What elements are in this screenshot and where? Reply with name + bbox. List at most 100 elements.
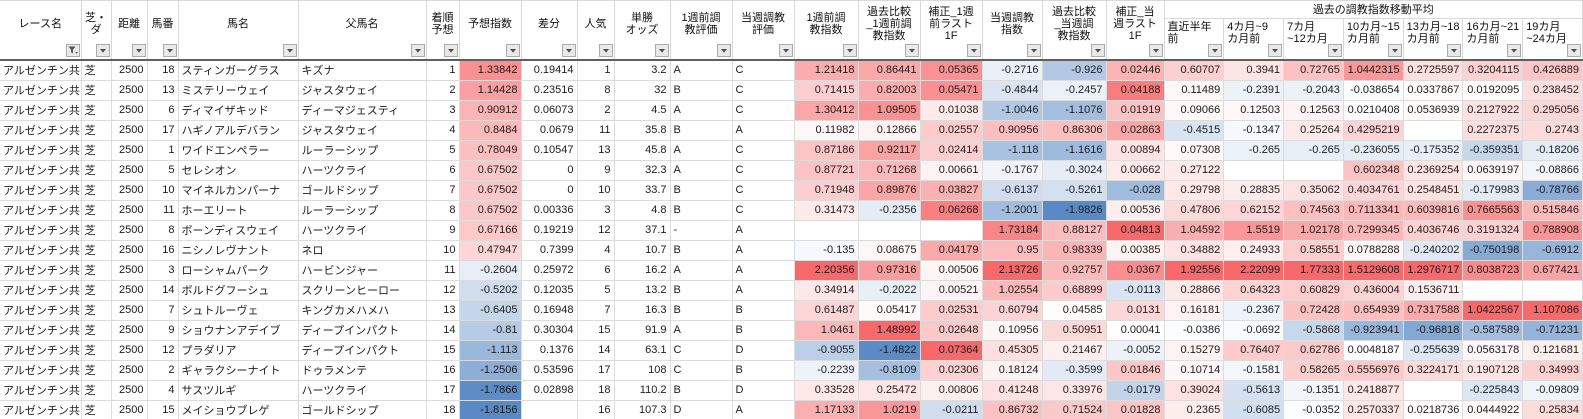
cell-corrected-1week-last1f[interactable]: -0.0211 — [920, 400, 983, 419]
filter-button-corrected-this-week-last1f[interactable] — [1148, 44, 1163, 57]
cell-ma-10-15-months[interactable]: 0.0048187 — [1343, 340, 1404, 361]
cell-ma-4-9-months[interactable]: 2.22099 — [1223, 260, 1285, 281]
cell-ma-4-9-months[interactable]: -0.1581 — [1223, 360, 1285, 381]
cell-ma-19-24-months[interactable]: -0.78766 — [1522, 180, 1583, 201]
cell-corrected-this-week-last1f[interactable]: -0.0113 — [1106, 280, 1165, 301]
filter-button-sire-name[interactable] — [410, 44, 425, 57]
cell-index-this-week[interactable]: 1.73184 — [982, 220, 1043, 241]
cell-index-this-week[interactable]: 0.45305 — [982, 340, 1043, 361]
cell-eval-1week-before[interactable]: A — [670, 60, 733, 81]
cell-corrected-this-week-last1f[interactable]: 0.00536 — [1106, 200, 1165, 221]
cell-past-compare-this-week[interactable]: 0.21467 — [1042, 340, 1107, 361]
cell-ma-4-9-months[interactable]: -0.6085 — [1223, 400, 1285, 419]
cell-difference[interactable]: 0.00336 — [521, 200, 578, 221]
filter-button-ma-10-15-months[interactable] — [1387, 44, 1402, 57]
cell-ma-recent-half-year[interactable]: 0.47806 — [1164, 200, 1225, 221]
cell-predicted-index[interactable]: 0.78049 — [459, 140, 522, 161]
cell-win-odds[interactable]: 16.3 — [614, 300, 671, 321]
cell-race-name[interactable]: アルゼンチン共 — [0, 200, 82, 221]
cell-past-compare-this-week[interactable]: -1.9826 — [1042, 200, 1107, 221]
cell-distance[interactable]: 2500 — [111, 140, 148, 161]
cell-sire-name[interactable]: スクリーンヒーロー — [298, 280, 427, 301]
cell-ma-16-21-months[interactable]: -0.587589 — [1462, 320, 1524, 341]
cell-predicted-index[interactable]: 0.67502 — [459, 200, 522, 221]
cell-ma-13-18-months[interactable]: 0.0218736 — [1403, 400, 1464, 419]
cell-horse-name[interactable]: ハギノアルデバラン — [178, 120, 299, 141]
cell-index-1week-before[interactable] — [794, 220, 859, 241]
cell-corrected-1week-last1f[interactable]: 0.01038 — [920, 100, 983, 121]
cell-index-this-week[interactable]: -0.2716 — [982, 60, 1043, 81]
cell-race-name[interactable]: アルゼンチン共 — [0, 300, 82, 321]
cell-horse-name[interactable]: ボルドグフーシュ — [178, 280, 299, 301]
cell-predicted-finish[interactable]: 4 — [426, 120, 460, 141]
cell-ma-16-21-months[interactable]: 0.0444922 — [1462, 400, 1524, 419]
cell-corrected-this-week-last1f[interactable]: 0.00894 — [1106, 140, 1165, 161]
cell-eval-this-week[interactable]: B — [732, 320, 795, 341]
cell-sire-name[interactable]: キングカメハメハ — [298, 300, 427, 321]
cell-ma-13-18-months[interactable]: 0.0337867 — [1403, 80, 1464, 101]
cell-horse-name[interactable]: ワイドエンペラー — [178, 140, 299, 161]
cell-horse-number[interactable]: 11 — [147, 200, 179, 221]
cell-eval-this-week[interactable]: B — [732, 300, 795, 321]
cell-ma-13-18-months[interactable]: 0.0536939 — [1403, 100, 1464, 121]
cell-popularity[interactable]: 13 — [577, 140, 615, 161]
cell-index-this-week[interactable]: -1.0046 — [982, 100, 1043, 121]
cell-predicted-finish[interactable]: 13 — [426, 300, 460, 321]
cell-popularity[interactable]: 3 — [577, 200, 615, 221]
cell-horse-name[interactable]: ニシノレヴナント — [178, 240, 299, 261]
cell-ma-19-24-months[interactable]: -0.08866 — [1522, 160, 1583, 181]
cell-horse-number[interactable]: 18 — [147, 60, 179, 81]
cell-corrected-this-week-last1f[interactable]: -0.0052 — [1106, 340, 1165, 361]
cell-race-name[interactable]: アルゼンチン共 — [0, 100, 82, 121]
cell-past-compare-1week[interactable]: -1.4822 — [858, 340, 921, 361]
cell-index-this-week[interactable]: 0.90956 — [982, 120, 1043, 141]
filter-button-ma-4-9-months[interactable] — [1268, 44, 1283, 57]
cell-win-odds[interactable]: 33.7 — [614, 180, 671, 201]
cell-race-name[interactable]: アルゼンチン共 — [0, 80, 82, 101]
cell-eval-1week-before[interactable]: B — [670, 280, 733, 301]
cell-index-this-week[interactable]: -1.2001 — [982, 200, 1043, 221]
cell-race-name[interactable]: アルゼンチン共 — [0, 160, 82, 181]
cell-past-compare-1week[interactable]: 0.97316 — [858, 260, 921, 281]
cell-surface[interactable]: 芝 — [81, 120, 112, 141]
cell-ma-16-21-months[interactable]: 0.1907128 — [1462, 360, 1524, 381]
cell-index-this-week[interactable]: 0.41248 — [982, 380, 1043, 401]
cell-horse-name[interactable]: サスツルギ — [178, 380, 299, 401]
filter-button-difference[interactable] — [561, 44, 576, 57]
cell-index-1week-before[interactable]: 1.30412 — [794, 100, 859, 121]
cell-ma-16-21-months[interactable]: 0.7665563 — [1462, 200, 1524, 221]
cell-ma-4-9-months[interactable]: -0.2367 — [1223, 300, 1285, 321]
cell-predicted-finish[interactable]: 12 — [426, 280, 460, 301]
cell-horse-number[interactable]: 14 — [147, 280, 179, 301]
cell-ma-4-9-months[interactable]: -0.1347 — [1223, 120, 1285, 141]
cell-ma-16-21-months[interactable]: -0.750198 — [1462, 240, 1524, 261]
cell-corrected-this-week-last1f[interactable]: 0.01919 — [1106, 100, 1165, 121]
cell-past-compare-1week[interactable]: 0.25472 — [858, 380, 921, 401]
cell-surface[interactable]: 芝 — [81, 400, 112, 419]
cell-ma-10-15-months[interactable]: 1.5129608 — [1343, 260, 1404, 281]
cell-predicted-finish[interactable]: 11 — [426, 260, 460, 281]
cell-ma-10-15-months[interactable]: 0.654939 — [1343, 300, 1404, 321]
cell-ma-7-12-months[interactable]: -0.1351 — [1283, 380, 1344, 401]
cell-ma-13-18-months[interactable]: 0.2725597 — [1403, 60, 1464, 81]
cell-past-compare-1week[interactable]: -0.2022 — [858, 280, 921, 301]
cell-sire-name[interactable]: ディープインパクト — [298, 320, 427, 341]
cell-ma-16-21-months[interactable]: 0.0563178 — [1462, 340, 1524, 361]
cell-ma-recent-half-year[interactable]: 0.16181 — [1164, 300, 1225, 321]
cell-predicted-finish[interactable]: 16 — [426, 360, 460, 381]
cell-win-odds[interactable]: 4.5 — [614, 100, 671, 121]
filter-button-surface[interactable] — [95, 44, 110, 57]
cell-corrected-this-week-last1f[interactable]: 0.00385 — [1106, 240, 1165, 261]
cell-ma-4-9-months[interactable]: 0.3941 — [1223, 60, 1285, 81]
cell-ma-10-15-months[interactable]: -0.923941 — [1343, 320, 1404, 341]
cell-index-1week-before[interactable]: 1.21418 — [794, 60, 859, 81]
cell-race-name[interactable]: アルゼンチン共 — [0, 280, 82, 301]
cell-win-odds[interactable]: 35.8 — [614, 120, 671, 141]
cell-corrected-1week-last1f[interactable]: 0.00506 — [920, 260, 983, 281]
cell-popularity[interactable]: 4 — [577, 240, 615, 261]
filter-button-eval-1week-before[interactable] — [716, 44, 731, 57]
cell-past-compare-this-week[interactable]: -1.1616 — [1042, 140, 1107, 161]
cell-surface[interactable]: 芝 — [81, 320, 112, 341]
cell-distance[interactable]: 2500 — [111, 100, 148, 121]
cell-ma-10-15-months[interactable]: 0.2570337 — [1343, 400, 1404, 419]
